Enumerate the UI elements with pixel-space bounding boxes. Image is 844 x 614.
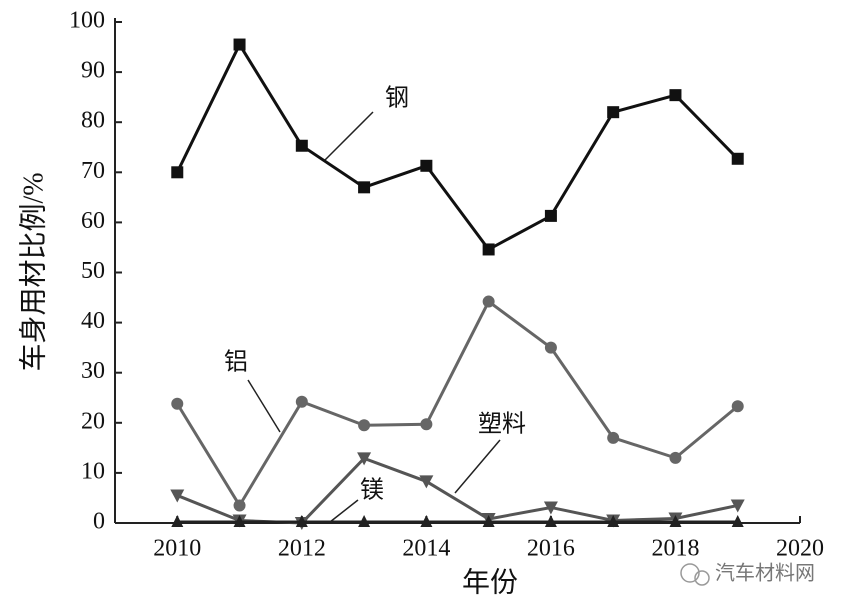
marker (358, 419, 371, 432)
y-tick-label: 50 (81, 258, 105, 284)
marker (420, 514, 433, 527)
y-tick-label: 100 (69, 8, 105, 34)
marker (607, 514, 620, 527)
y-tick-label: 60 (81, 208, 105, 234)
marker (543, 501, 558, 515)
marker (482, 243, 495, 256)
y-tick-label: 0 (93, 509, 105, 535)
marker (544, 209, 557, 222)
marker (170, 489, 185, 503)
marker (607, 106, 620, 119)
x-tick-label: 2016 (527, 536, 575, 562)
leader-line (454, 439, 501, 494)
marker (420, 159, 433, 172)
y-tick-label: 10 (81, 458, 105, 484)
x-axis-label: 年份 (462, 566, 518, 598)
leader-line (329, 499, 359, 523)
x-tick-label: 2012 (278, 536, 326, 562)
y-tick-label: 80 (81, 108, 105, 134)
marker (233, 514, 246, 527)
marker (233, 38, 246, 51)
y-tick-label: 70 (81, 158, 105, 184)
watermark-icon (680, 563, 710, 586)
series-line (175, 299, 739, 509)
marker (295, 514, 308, 527)
y-tick-label: 20 (81, 408, 105, 434)
marker (171, 397, 184, 410)
marker (357, 452, 372, 466)
annotation: 钢 (385, 85, 409, 112)
marker (171, 514, 184, 527)
marker (482, 514, 495, 527)
y-tick-label: 40 (81, 308, 105, 334)
marker (358, 514, 371, 527)
marker (171, 166, 184, 179)
marker (669, 514, 682, 527)
marker (233, 499, 246, 512)
marker (669, 451, 682, 464)
watermark: 汽车材料网 (715, 562, 815, 585)
annotation: 镁 (360, 477, 384, 504)
leader-line (247, 379, 281, 433)
annotation: 塑料 (478, 411, 526, 438)
series-line (175, 41, 739, 252)
marker (295, 139, 308, 152)
marker (544, 341, 557, 354)
marker (669, 89, 682, 102)
annotation: 铝 (224, 349, 248, 376)
y-tick-label: 30 (81, 358, 105, 384)
marker (482, 295, 495, 308)
marker (295, 395, 308, 408)
x-tick-label: 2014 (402, 536, 450, 562)
marker (731, 152, 744, 165)
marker (358, 181, 371, 194)
x-tick-label: 2010 (153, 536, 201, 562)
marker (544, 514, 557, 527)
x-tick-label: 2020 (776, 536, 824, 562)
x-tick-label: 2018 (651, 536, 699, 562)
y-axis-label: 车身用材比例/% (17, 172, 49, 371)
marker (607, 431, 620, 444)
leader-line (324, 111, 374, 161)
marker (420, 418, 433, 431)
y-tick-label: 90 (81, 58, 105, 84)
marker (730, 499, 745, 513)
marker (419, 475, 434, 489)
marker (731, 400, 744, 413)
marker (731, 514, 744, 527)
